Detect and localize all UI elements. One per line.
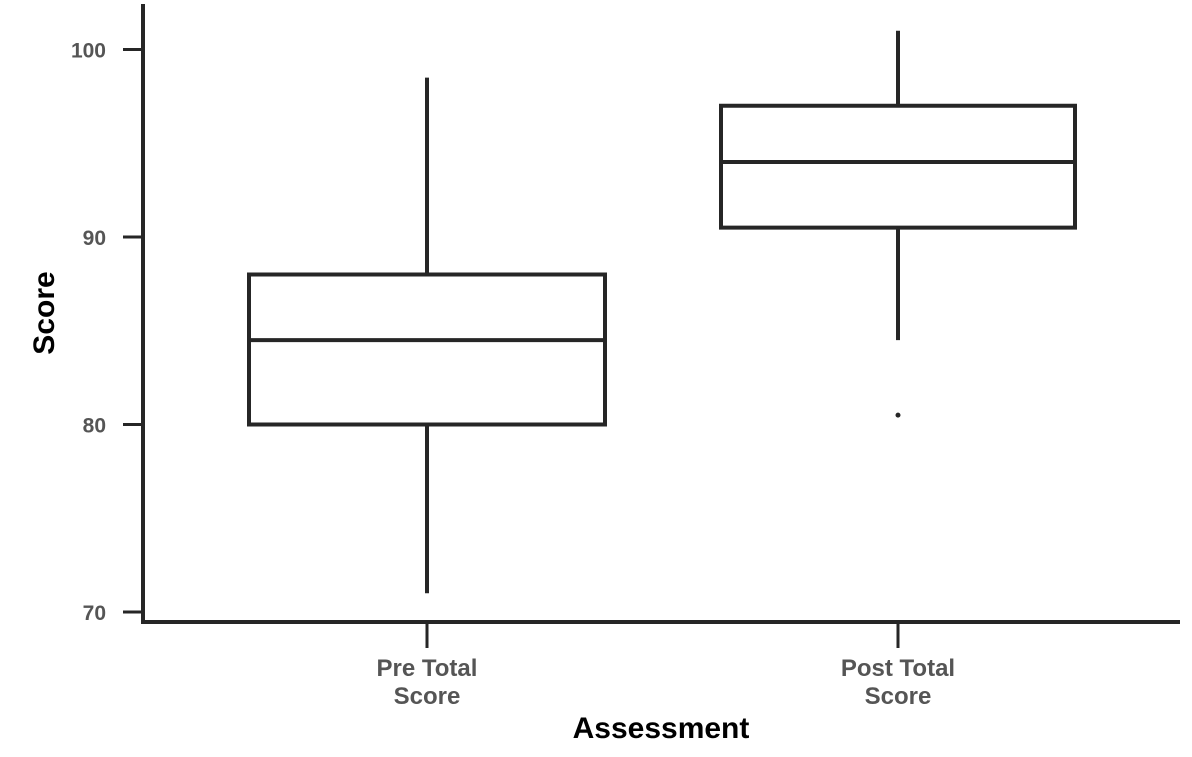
box-group-1: [719, 30, 1077, 418]
x-tick-label-1-0: Post Total: [841, 655, 955, 682]
x-tick-label-0-0: Pre Total: [377, 655, 478, 682]
axes: [141, 4, 1180, 624]
x-tick-label-1-1: Score: [865, 683, 932, 710]
y-tick-label-90: 90: [83, 227, 106, 250]
y-tick-label-70: 70: [83, 602, 106, 625]
outlier-point-1-0: [895, 412, 901, 418]
x-tick-label-0-1: Score: [394, 683, 461, 710]
iqr-box-0: [247, 272, 607, 427]
y-tick-label-80: 80: [83, 415, 106, 438]
box-group-0: [247, 77, 607, 594]
iqr-box-1: [719, 103, 1077, 230]
y-ticks: 70 80 90 100: [71, 40, 143, 625]
x-axis-title: Assessment: [573, 712, 750, 745]
boxes: [247, 30, 1077, 594]
y-axis-title: Score: [28, 271, 61, 354]
y-tick-label-100: 100: [71, 40, 106, 63]
